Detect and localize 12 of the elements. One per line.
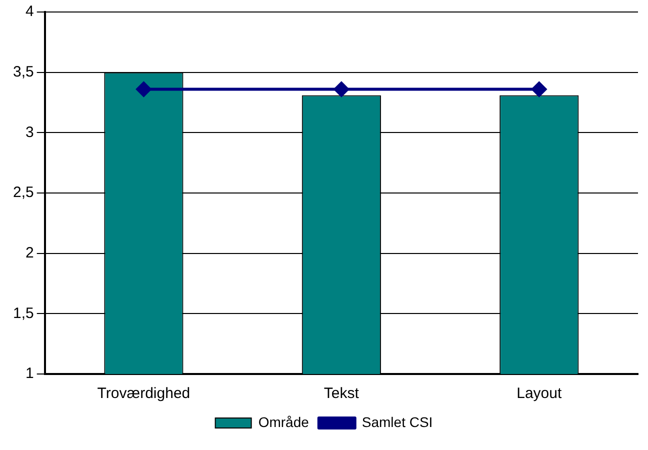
y-tick-label: 1,5 bbox=[12, 304, 34, 322]
y-tick-label: 2,5 bbox=[12, 184, 34, 202]
y-tick-label: 3 bbox=[26, 124, 34, 141]
y-tick-label: 2 bbox=[26, 244, 34, 262]
legend-label: Samlet CSI bbox=[362, 414, 433, 430]
x-tick-label: Layout bbox=[516, 385, 562, 402]
legend-label: Område bbox=[258, 414, 310, 430]
y-tick-label: 3,5 bbox=[12, 63, 34, 80]
x-tick-label: Tekst bbox=[324, 385, 360, 402]
x-tick-label: Troværdighed bbox=[97, 385, 190, 402]
y-tick-label: 1 bbox=[26, 365, 34, 382]
y-tick-label: 4 bbox=[26, 3, 34, 20]
